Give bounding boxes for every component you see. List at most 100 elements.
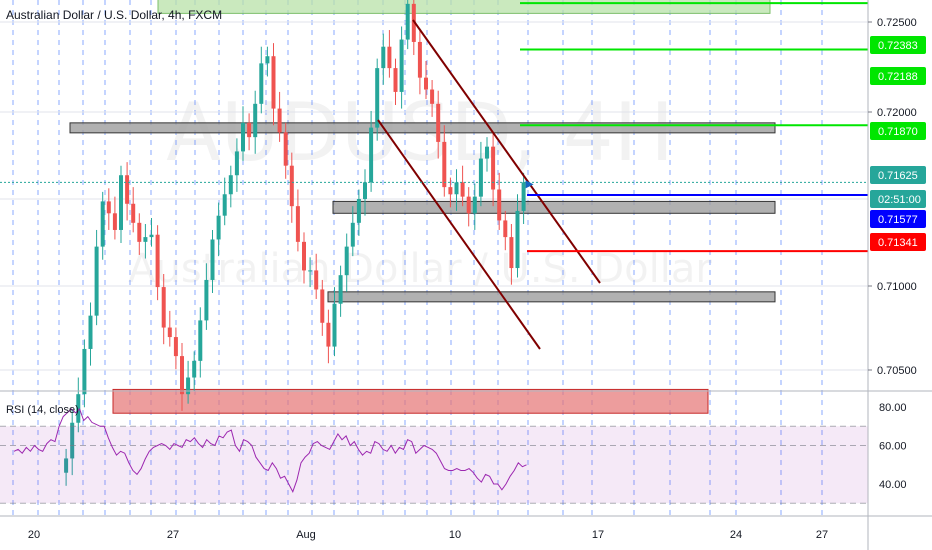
last-price-arrow-icon: [525, 180, 534, 189]
candle-body: [369, 127, 374, 183]
price-tick-label: 0.70500: [877, 365, 917, 377]
zone-lower-band: [327, 291, 776, 303]
candle-body: [411, 3, 416, 42]
price-tag-label: 0.71341: [878, 237, 918, 249]
price-tag-bg: [870, 122, 926, 140]
rsi-band: [0, 426, 868, 504]
candle-body: [241, 122, 245, 152]
candle-body: [247, 122, 252, 138]
candle-body: [424, 77, 428, 90]
candle-body: [509, 237, 514, 269]
candle-body: [472, 196, 477, 214]
candle-body: [253, 103, 258, 138]
candle-body: [186, 377, 191, 395]
price-tag-bg: [870, 67, 926, 85]
candle-body: [350, 222, 355, 247]
candle-body: [381, 46, 386, 69]
candle-body: [228, 175, 233, 195]
candle-body: [302, 241, 306, 271]
date-tick-label: 27: [816, 529, 828, 541]
candle-body: [125, 175, 130, 204]
rsi-indicator-label[interactable]: RSI (14, close): [6, 404, 79, 416]
candle-body: [295, 206, 300, 242]
price-tag-bg: [870, 210, 926, 228]
candle-body: [210, 239, 215, 280]
candle-body: [466, 196, 471, 214]
candle-body: [155, 234, 160, 288]
candle-body: [320, 289, 325, 323]
candle-body: [326, 322, 331, 347]
candle-body: [216, 215, 221, 240]
candle-body: [204, 279, 209, 321]
candle-body: [503, 220, 508, 238]
candle-body: [149, 234, 154, 238]
candle-body: [497, 189, 502, 221]
candle-body: [119, 175, 123, 230]
candle-body: [137, 222, 142, 242]
candle-body: [356, 199, 361, 223]
candle-body: [112, 213, 117, 230]
candle-body: [338, 275, 343, 304]
candle-body: [277, 108, 282, 133]
date-tick-label: Aug: [296, 529, 316, 541]
rsi-panel: [0, 408, 868, 504]
candle-body: [460, 182, 465, 197]
chart-grid: [0, 0, 868, 516]
candle-body: [393, 68, 398, 92]
candle-body: [314, 270, 319, 290]
candle-body: [436, 103, 441, 142]
candle-body: [106, 201, 111, 214]
candle-body: [283, 132, 288, 166]
candle-body: [234, 151, 239, 176]
price-tag-bg: [870, 190, 926, 208]
candle-body: [192, 360, 197, 378]
candle-body: [344, 246, 349, 276]
candle-body: [82, 348, 87, 395]
date-tick-label: 10: [449, 529, 461, 541]
rsi-tick-label: 60.00: [879, 441, 907, 453]
price-tag-bg: [870, 166, 926, 184]
candle-body: [485, 146, 489, 159]
price-tag-label: 02:51:00: [878, 194, 921, 206]
zone-demand-zone: [112, 388, 709, 414]
candle-body: [521, 182, 526, 211]
price-tag-label: 0.72188: [878, 71, 918, 83]
zones: [69, 0, 776, 414]
candle-body: [76, 394, 81, 423]
price-tick-label: 0.72000: [877, 107, 917, 119]
candle-body: [88, 315, 93, 349]
candle-body: [417, 41, 422, 78]
rsi-tick-label: 40.00: [879, 479, 907, 491]
candle-body: [430, 89, 435, 104]
price-tag-label: 0.71577: [878, 214, 918, 226]
price-tag-bg: [870, 36, 926, 54]
candle-body: [491, 146, 496, 190]
rsi-tick-label: 80.00: [879, 402, 907, 414]
candle-body: [271, 56, 276, 109]
date-tick-label: 20: [28, 529, 40, 541]
price-tag-label: 0.71625: [878, 170, 918, 182]
candle-body: [94, 246, 99, 316]
channel-lower-line: [377, 119, 541, 350]
candle-body: [265, 56, 270, 64]
candle-body: [161, 287, 166, 328]
watermark-name: Australian Dollar / U.S. Dollar: [128, 246, 712, 292]
zone-mid-band: [332, 200, 776, 214]
price-tag-label: 0.71870: [878, 126, 918, 138]
candle-body: [167, 327, 172, 338]
candle-body: [173, 337, 178, 357]
date-tick-label: 27: [167, 529, 179, 541]
candle-body: [442, 141, 447, 188]
price-tick-label: 0.71000: [877, 281, 917, 293]
price-tick-label: 0.72500: [877, 17, 917, 29]
candle-body: [375, 68, 380, 128]
zone-resistance-band: [69, 122, 776, 134]
price-tag-bg: [870, 233, 926, 251]
candle-body: [399, 39, 404, 92]
candle-body: [259, 63, 264, 104]
candle-body: [222, 194, 227, 216]
price-tag-label: 0.72383: [878, 40, 918, 52]
candles: [64, 0, 526, 486]
